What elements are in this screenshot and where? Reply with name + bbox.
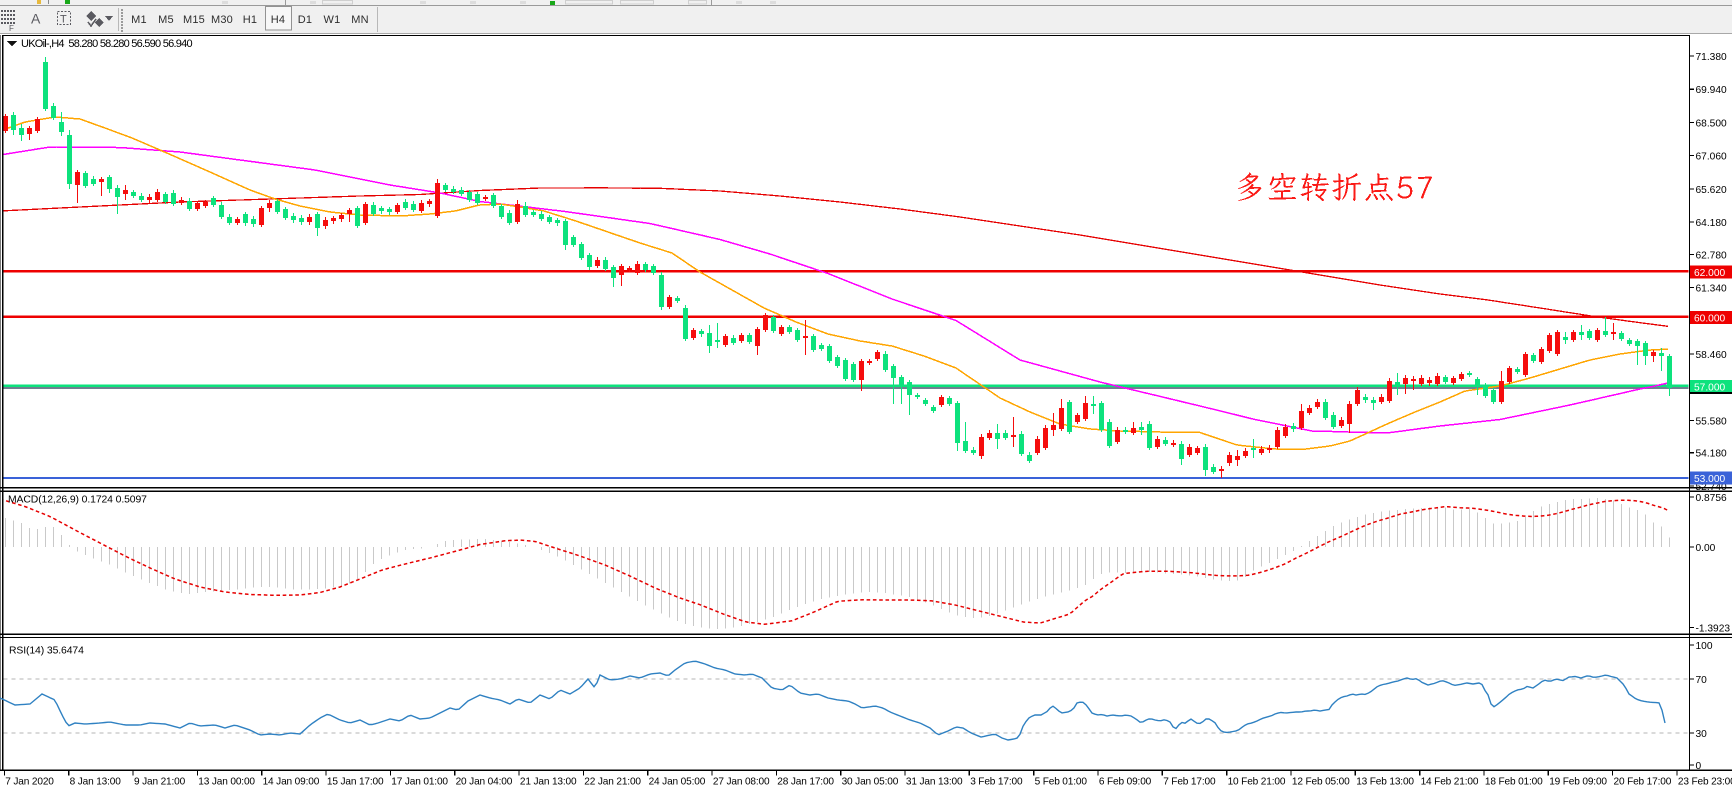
svg-text:30: 30 — [1696, 729, 1708, 740]
svg-text:8 Jan 13:00: 8 Jan 13:00 — [70, 777, 122, 788]
svg-text:15 Jan 17:00: 15 Jan 17:00 — [327, 777, 384, 788]
svg-text:52.740: 52.740 — [1696, 482, 1727, 493]
svg-text:M15: M15 — [183, 14, 205, 26]
svg-text:9 Jan 21:00: 9 Jan 21:00 — [134, 777, 186, 788]
svg-text:MACD(12,26,9) 0.1724 0.5097: MACD(12,26,9) 0.1724 0.5097 — [8, 495, 147, 506]
svg-text:3 Feb 17:00: 3 Feb 17:00 — [970, 777, 1023, 788]
svg-text:T: T — [60, 14, 67, 26]
svg-text:53.000: 53.000 — [1694, 474, 1725, 485]
svg-text:7 Feb 17:00: 7 Feb 17:00 — [1163, 777, 1216, 788]
svg-text:UKOil-,H4 58.280 58.280 56.59: UKOil-,H4 58.280 58.280 56.590 56.940 — [21, 38, 192, 50]
svg-text:14 Feb 21:00: 14 Feb 21:00 — [1421, 777, 1479, 788]
svg-text:12 Feb 05:00: 12 Feb 05:00 — [1292, 777, 1350, 788]
svg-text:71.380: 71.380 — [1696, 52, 1727, 63]
svg-text:5 Feb 01:00: 5 Feb 01:00 — [1035, 777, 1088, 788]
svg-text:H4: H4 — [271, 14, 285, 26]
svg-text:0.8756: 0.8756 — [1696, 493, 1727, 504]
svg-text:-1.3923: -1.3923 — [1696, 624, 1731, 635]
svg-text:H1: H1 — [243, 14, 257, 26]
svg-text:55.580: 55.580 — [1696, 416, 1727, 427]
svg-text:58.460: 58.460 — [1696, 350, 1727, 361]
svg-text:MN: MN — [351, 14, 369, 26]
svg-text:31 Jan 13:00: 31 Jan 13:00 — [906, 777, 963, 788]
svg-text:RSI(14) 35.6474: RSI(14) 35.6474 — [9, 646, 84, 657]
svg-text:22 Jan 21:00: 22 Jan 21:00 — [584, 777, 641, 788]
svg-text:67.060: 67.060 — [1696, 152, 1727, 163]
svg-text:24 Jan 05:00: 24 Jan 05:00 — [649, 777, 706, 788]
svg-text:61.340: 61.340 — [1696, 284, 1727, 295]
svg-text:14 Jan 09:00: 14 Jan 09:00 — [263, 777, 320, 788]
svg-text:13 Feb 13:00: 13 Feb 13:00 — [1356, 777, 1414, 788]
svg-text:13 Jan 00:00: 13 Jan 00:00 — [198, 777, 255, 788]
svg-text:60.000: 60.000 — [1694, 314, 1725, 325]
svg-text:62.780: 62.780 — [1696, 250, 1727, 261]
svg-text:68.500: 68.500 — [1696, 118, 1727, 129]
svg-text:18 Feb 01:00: 18 Feb 01:00 — [1485, 777, 1543, 788]
svg-text:M5: M5 — [158, 14, 174, 26]
svg-text:7 Jan 2020: 7 Jan 2020 — [5, 777, 54, 788]
svg-text:64.180: 64.180 — [1696, 218, 1727, 229]
svg-text:27 Jan 08:00: 27 Jan 08:00 — [713, 777, 770, 788]
svg-text:62.000: 62.000 — [1694, 268, 1725, 279]
svg-text:0: 0 — [1696, 761, 1702, 772]
svg-text:57.000: 57.000 — [1694, 383, 1725, 394]
svg-text:F: F — [9, 24, 14, 33]
svg-text:M30: M30 — [211, 14, 233, 26]
svg-text:17 Jan 01:00: 17 Jan 01:00 — [391, 777, 448, 788]
svg-text:65.620: 65.620 — [1696, 185, 1727, 196]
svg-text:0.00: 0.00 — [1696, 543, 1716, 554]
svg-text:10 Feb 21:00: 10 Feb 21:00 — [1228, 777, 1286, 788]
svg-text:69.940: 69.940 — [1696, 85, 1727, 96]
svg-text:28 Jan 17:00: 28 Jan 17:00 — [777, 777, 834, 788]
svg-text:54.180: 54.180 — [1696, 449, 1727, 460]
svg-text:100: 100 — [1696, 641, 1713, 652]
svg-text:30 Jan 05:00: 30 Jan 05:00 — [842, 777, 899, 788]
svg-text:21 Jan 13:00: 21 Jan 13:00 — [520, 777, 577, 788]
svg-text:A: A — [31, 11, 41, 27]
svg-text:M1: M1 — [131, 14, 147, 26]
svg-text:20 Jan 04:00: 20 Jan 04:00 — [456, 777, 513, 788]
svg-text:19 Feb 09:00: 19 Feb 09:00 — [1549, 777, 1607, 788]
svg-text:W1: W1 — [324, 14, 341, 26]
svg-text:70: 70 — [1696, 675, 1708, 686]
svg-text:20 Feb 17:00: 20 Feb 17:00 — [1614, 777, 1672, 788]
svg-text:23 Feb 23:00: 23 Feb 23:00 — [1678, 777, 1732, 788]
svg-text:6 Feb 09:00: 6 Feb 09:00 — [1099, 777, 1152, 788]
svg-text:D1: D1 — [298, 14, 312, 26]
